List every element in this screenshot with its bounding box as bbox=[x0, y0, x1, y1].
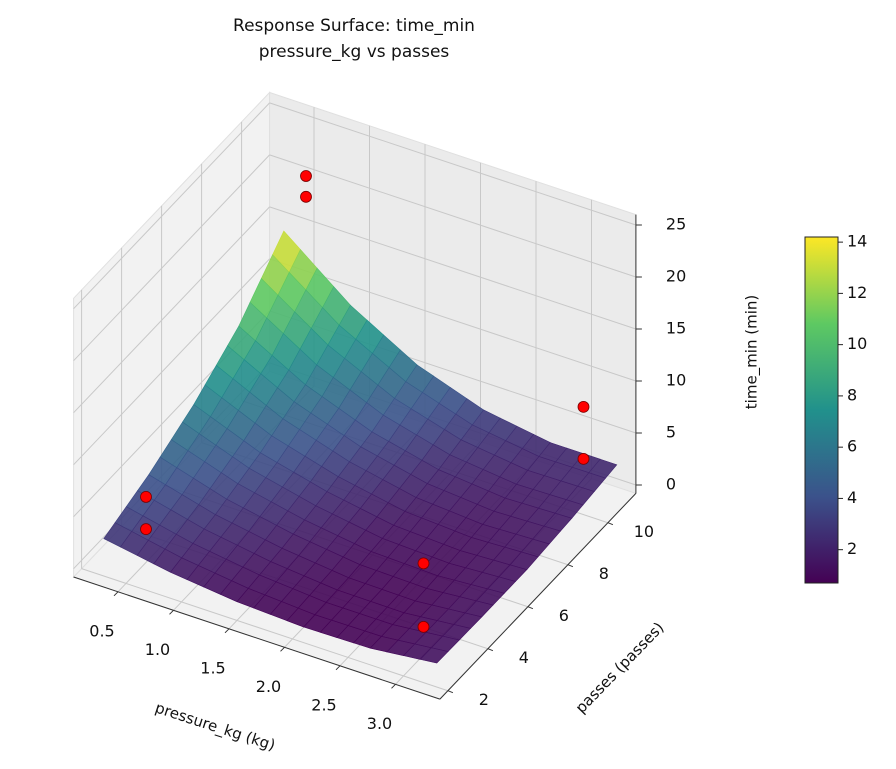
colorbar-tick-label: 10 bbox=[847, 334, 867, 353]
y-tick bbox=[527, 606, 534, 610]
data-point bbox=[140, 523, 152, 536]
surface bbox=[103, 230, 618, 664]
grid-line bbox=[269, 258, 637, 382]
grid-line bbox=[269, 154, 637, 278]
grid-line bbox=[73, 102, 270, 310]
x-tick bbox=[280, 646, 285, 652]
tick-labels: 0.5 1.0 1.5 2.0 2.5 3.0 2 4 6 8 10 0 5 10 15 20 25 bbox=[73, 215, 686, 733]
colorbar-bar bbox=[804, 236, 839, 584]
x-axis-label: pressure_kg (kg) bbox=[153, 699, 278, 756]
grid-line bbox=[81, 568, 449, 692]
x-tick bbox=[113, 591, 119, 597]
data-point bbox=[140, 490, 152, 503]
grid-line bbox=[269, 102, 637, 226]
y-tick bbox=[607, 522, 614, 526]
data-point bbox=[577, 452, 590, 465]
colorbar-tick-label: 12 bbox=[847, 283, 867, 302]
y-tick-label: 2 bbox=[479, 690, 489, 709]
data-point bbox=[417, 557, 430, 570]
data-point bbox=[577, 400, 590, 413]
x-tick bbox=[224, 628, 230, 634]
y-tick bbox=[487, 648, 494, 652]
y-tick-label: 6 bbox=[559, 606, 569, 625]
y-axis-label: passes (passes) bbox=[572, 619, 668, 717]
chart-title: Response Surface: time_min bbox=[233, 16, 475, 36]
x-tick-label: 2.0 bbox=[256, 677, 281, 696]
z-tick-label: 15 bbox=[666, 319, 686, 338]
x-tick-label: 2.5 bbox=[311, 695, 336, 714]
x-tick-label: 1.5 bbox=[200, 658, 225, 677]
z-tick-label: 20 bbox=[666, 267, 686, 286]
z-tick-label: 5 bbox=[666, 423, 676, 442]
data-point bbox=[300, 170, 312, 182]
points bbox=[140, 170, 590, 633]
grid-line bbox=[73, 206, 270, 414]
y-tick-label: 10 bbox=[634, 522, 654, 541]
axis-line bbox=[73, 576, 441, 700]
y-tick bbox=[567, 564, 574, 568]
x-tick bbox=[335, 665, 341, 671]
x-tick bbox=[391, 683, 396, 689]
colorbar-tick-label: 4 bbox=[847, 488, 857, 507]
colorbar-tick-label: 6 bbox=[847, 437, 857, 456]
y-tick-label: 8 bbox=[599, 564, 609, 583]
z-tick-label: 25 bbox=[666, 215, 686, 234]
y-tick-label: 4 bbox=[519, 648, 529, 667]
x-tick-label: 3.0 bbox=[367, 714, 392, 733]
grid-line bbox=[269, 206, 637, 330]
colorbar-tick-label: 14 bbox=[847, 232, 867, 251]
z-tick-label: 10 bbox=[666, 371, 686, 390]
data-point bbox=[417, 620, 430, 633]
x-tick bbox=[169, 609, 174, 615]
grid-line bbox=[73, 154, 270, 362]
grid-line bbox=[73, 258, 270, 466]
colorbar: 2 4 6 8 10 12 14 bbox=[804, 232, 867, 584]
chart-subtitle: pressure_kg vs passes bbox=[259, 42, 450, 62]
z-tick-label: 0 bbox=[666, 475, 676, 494]
colorbar-tick-label: 2 bbox=[847, 539, 857, 558]
data-point bbox=[300, 190, 312, 203]
x-tick-label: 0.5 bbox=[89, 621, 114, 640]
x-tick-label: 1.0 bbox=[145, 640, 170, 659]
colorbar-tick-label: 8 bbox=[847, 385, 857, 404]
surface-patch bbox=[419, 647, 449, 664]
axis-line bbox=[439, 492, 637, 700]
y-tick bbox=[447, 690, 454, 694]
z-axis-label: time_min (min) bbox=[743, 295, 762, 409]
